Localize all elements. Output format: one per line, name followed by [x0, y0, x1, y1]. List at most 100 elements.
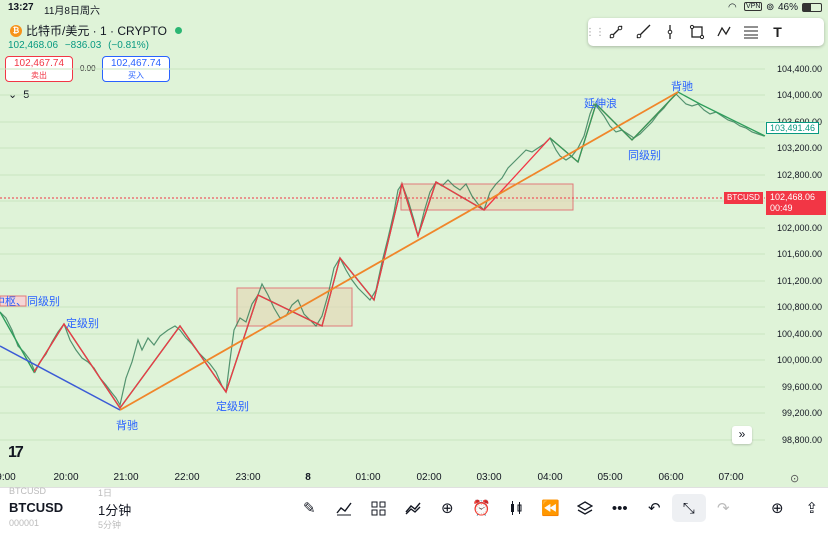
bottom-right-tools: ⊕ ⇪	[760, 494, 828, 522]
price-chart[interactable]	[0, 0, 828, 487]
vertical-line-icon[interactable]	[656, 18, 683, 46]
change-percent: (−0.81%)	[108, 40, 149, 51]
trend-line-icon[interactable]	[602, 18, 629, 46]
y-tick: 100,400.00	[776, 329, 822, 339]
pivot-box-0	[0, 295, 27, 307]
x-tick: 06:00	[658, 472, 684, 483]
x-tick: 01:00	[355, 472, 381, 483]
tradingview-logo-icon: 17	[8, 444, 24, 461]
annotation-divergence-2: 背驰	[671, 81, 693, 93]
status-bar: 13:27 11月8日周六 ◠ VPN ⊚ 46%	[0, 0, 828, 17]
ghost-interval: 1日	[98, 488, 113, 498]
bitcoin-icon: ₿	[10, 24, 22, 37]
x-tick: 9:00	[0, 472, 16, 483]
annotation-hub-same-level: 中枢、同级别	[0, 296, 60, 308]
ray-line-icon[interactable]	[629, 18, 656, 46]
collapse-icon[interactable]: ⤡	[671, 494, 706, 522]
rectangle-icon[interactable]	[683, 18, 710, 46]
bottom-toolbar: BTCUSD 1日 BTCUSD 1分钟 000001 5分钟 ✎ ⊕ ⏰ ⏪ …	[0, 486, 828, 544]
indicators-icon[interactable]	[327, 494, 362, 522]
y-tick: 101,200.00	[776, 276, 822, 286]
x-tick: 07:00	[718, 472, 744, 483]
market-open-icon	[174, 27, 182, 34]
candle-type-icon[interactable]	[499, 494, 534, 522]
y-tick: 98,800.00	[781, 435, 822, 445]
bottom-tool-group: ✎ ⊕ ⏰ ⏪ ••• ↶ ⤡ ↷	[292, 494, 741, 522]
price-change-line: 102,468.06 −836.03 (−0.81%)	[8, 40, 153, 51]
up-trend-line	[119, 91, 679, 411]
battery-icon	[802, 3, 822, 12]
replay-icon[interactable]: ⏪	[541, 500, 561, 517]
alert-clock-icon[interactable]: ⏰	[472, 500, 492, 517]
polyline-icon[interactable]	[710, 18, 737, 46]
x-tick: 8	[305, 472, 311, 483]
text-icon[interactable]: T	[773, 24, 782, 40]
last-price-text: 102,468.06	[8, 40, 59, 51]
y-tick: 100,800.00	[776, 302, 822, 312]
vpn-badge: VPN	[744, 2, 763, 11]
ghost-interval-2: 5分钟	[98, 520, 122, 530]
buy-label: 买入	[128, 71, 144, 80]
grid-layout-icon[interactable]	[361, 494, 396, 522]
y-tick: 100,000.00	[776, 355, 822, 365]
pivot-box-1	[236, 287, 353, 327]
wave-up-segments	[33, 91, 679, 410]
layers-icon[interactable]	[568, 494, 603, 522]
annotation-extension-wave: 延伸浪	[584, 98, 617, 110]
more-icon[interactable]: •••	[611, 499, 628, 517]
y-tick: 104,000.00	[776, 90, 822, 100]
scroll-to-realtime-icon[interactable]: »	[732, 426, 752, 444]
x-tick: 03:00	[476, 472, 502, 483]
change-value: −836.03	[64, 40, 102, 51]
wifi-icon: ◠	[728, 2, 737, 13]
grip-icon[interactable]: ⋮⋮	[585, 26, 605, 38]
last-price-value: 102,468.06	[770, 192, 816, 202]
y-tick: 99,600.00	[781, 382, 822, 392]
wave-down-segments-2	[549, 91, 766, 164]
interval-selector[interactable]: 1分钟	[98, 503, 132, 518]
symbol-name: 比特币/美元 · 1 · CRYPTO	[26, 24, 167, 38]
annotation-divergence-1: 背驰	[116, 420, 138, 432]
down-trend-line	[0, 345, 121, 411]
orientation-lock-icon: ⊚	[766, 2, 775, 13]
buy-price: 102,467.74	[110, 58, 162, 69]
idea-icon[interactable]: ⊕	[770, 500, 784, 517]
pivot-box-2	[400, 183, 574, 211]
ghost-symbol: BTCUSD	[9, 486, 47, 496]
x-tick: 20:00	[53, 472, 79, 483]
sell-label: 卖出	[31, 71, 47, 80]
ghost-code: 000001	[9, 518, 40, 528]
bar-countdown: 00:49	[770, 203, 793, 213]
symbol-title[interactable]: ₿ 比特币/美元 · 1 · CRYPTO	[10, 22, 182, 39]
battery-level: 46%	[778, 2, 799, 13]
y-tick: 102,800.00	[776, 170, 822, 180]
compare-icon[interactable]	[396, 494, 431, 522]
y-tick: 104,400.00	[776, 64, 822, 74]
share-icon[interactable]: ⇪	[805, 500, 819, 517]
sell-price: 102,467.74	[13, 58, 65, 69]
status-time: 13:27	[8, 2, 34, 13]
undo-icon[interactable]: ↶	[647, 500, 661, 517]
price-series	[0, 93, 765, 407]
x-tick: 04:00	[537, 472, 563, 483]
symbol-selector[interactable]: BTCUSD	[9, 500, 64, 515]
x-tick: 22:00	[174, 472, 200, 483]
y-tick: 101,600.00	[776, 249, 822, 259]
brush-icon[interactable]: ✎	[302, 500, 316, 517]
x-tick: 05:00	[597, 472, 623, 483]
status-date: 11月8日周六	[44, 6, 100, 17]
x-tick: 02:00	[416, 472, 442, 483]
y-tick: 102,000.00	[776, 223, 822, 233]
annotation-same-level: 同级别	[628, 150, 661, 162]
symbol-price-tag: BTCUSD	[724, 192, 763, 204]
x-tick: 21:00	[113, 472, 139, 483]
current-price-label: 103,491.46	[766, 122, 820, 134]
add-icon[interactable]: ⊕	[440, 500, 454, 517]
drawing-toolbar: ⋮⋮ T	[585, 18, 824, 46]
y-tick: 99,200.00	[781, 408, 822, 418]
annotation-fixed-level-1: 定级别	[66, 318, 99, 330]
fib-retracement-icon[interactable]	[737, 18, 764, 46]
redo-icon[interactable]: ↷	[716, 500, 730, 517]
chart-settings-icon[interactable]: ⊙	[790, 473, 800, 485]
x-tick: 23:00	[235, 472, 261, 483]
